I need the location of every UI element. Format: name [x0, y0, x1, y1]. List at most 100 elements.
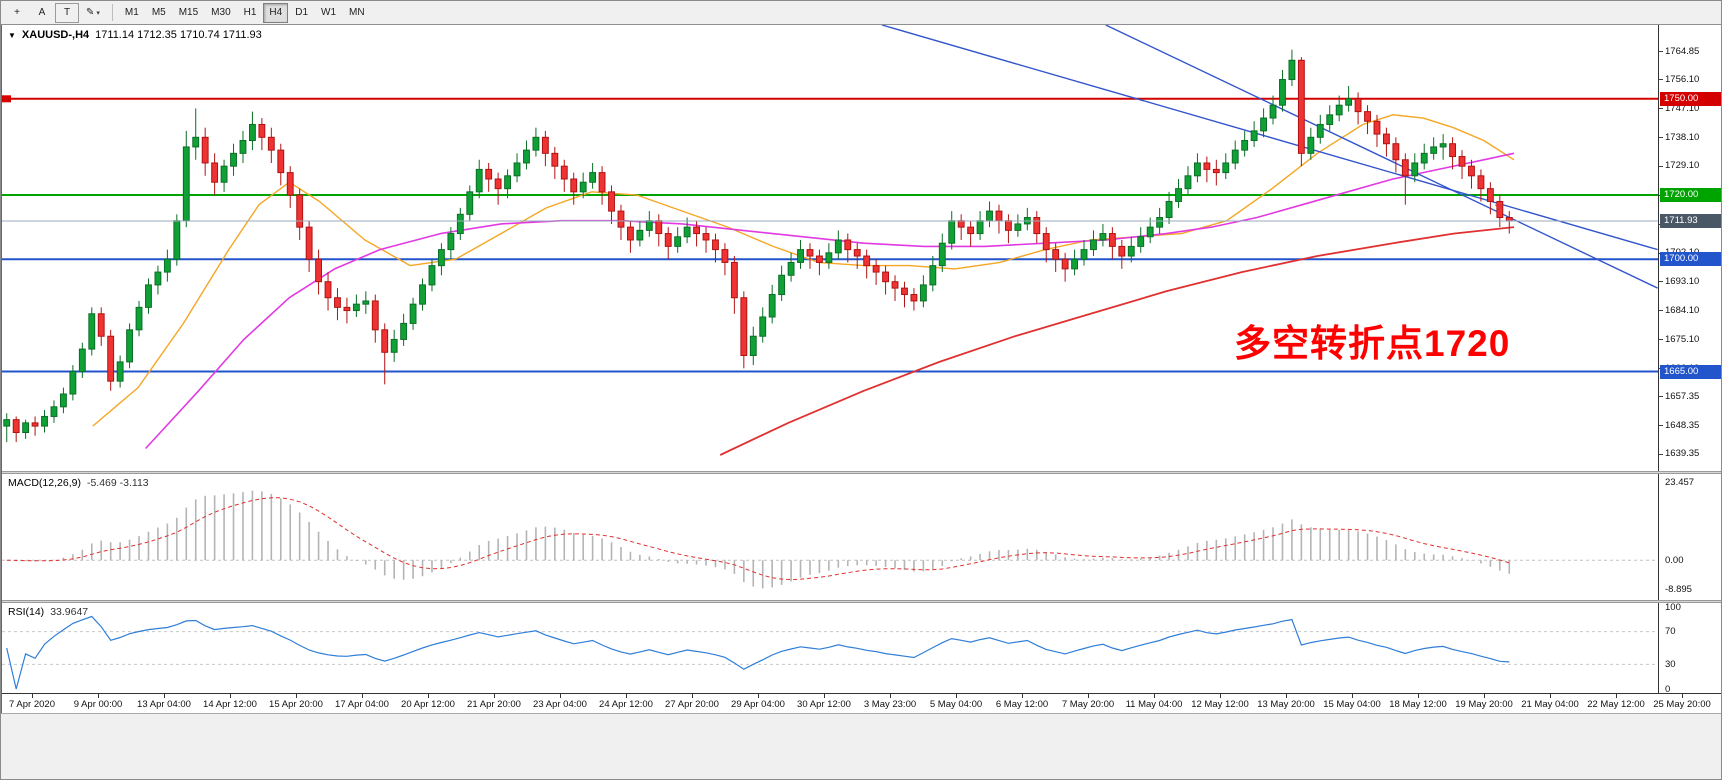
text-annotation-tool-button[interactable]: A [38, 7, 46, 18]
time-axis-label: 27 Apr 20:00 [665, 699, 719, 710]
price-chart-canvas[interactable] [2, 25, 1658, 471]
timeframe-button-mn[interactable]: MN [349, 7, 365, 18]
time-axis-label: 30 Apr 12:00 [797, 699, 851, 710]
panel-divider[interactable] [2, 600, 1721, 603]
macd-axis-label: 0.00 [1665, 554, 1684, 566]
time-axis-tick [1484, 694, 1485, 698]
time-axis-label: 21 May 04:00 [1521, 699, 1579, 710]
time-axis-label: 25 May 20:00 [1653, 699, 1711, 710]
time-axis-tick [494, 694, 495, 698]
rsi-value: 33.9647 [50, 606, 89, 618]
macd-canvas[interactable] [2, 474, 1658, 600]
time-axis-label: 24 Apr 12:00 [599, 699, 653, 710]
rsi-canvas[interactable] [2, 603, 1658, 693]
timeframe-button-w1[interactable]: W1 [321, 7, 337, 18]
time-axis-label: 19 May 20:00 [1455, 699, 1513, 710]
time-axis-tick [1550, 694, 1551, 698]
time-axis-tick [1682, 694, 1683, 698]
time-axis-tick [230, 694, 231, 698]
time-axis-label: 20 Apr 12:00 [401, 699, 455, 710]
price-axis-tick [1659, 453, 1663, 455]
time-axis-label: 3 May 23:00 [863, 699, 917, 710]
time-axis-label: 15 Apr 20:00 [269, 699, 323, 710]
timeframe-button-m15[interactable]: M15 [178, 7, 199, 18]
symbol-timeframe-label: XAUUSD-,H4 [21, 29, 90, 41]
time-axis-tick [1154, 694, 1155, 698]
price-axis-label: 1747.10 [1665, 102, 1700, 114]
price-axis-label: 1648.35 [1665, 419, 1700, 431]
current-price-label-box: 1711.93 [1660, 214, 1721, 228]
price-axis-label: 1756.10 [1665, 73, 1700, 85]
rsi-axis-label: 0 [1665, 683, 1671, 695]
timeframe-button-h4[interactable]: H4 [263, 2, 289, 23]
price-axis-tick [1659, 137, 1663, 138]
time-axis-tick [296, 694, 297, 698]
time-axis-tick [560, 694, 561, 698]
ohlc-values: 1711.14 1712.35 1710.74 1711.93 [95, 29, 262, 41]
time-axis[interactable]: 7 Apr 2020 9 Apr 00:00 13 Apr 04:00 14 Apr … [2, 693, 1721, 713]
price-level-label-box: 1720.00 [1660, 188, 1721, 203]
time-axis-tick [1286, 694, 1287, 698]
time-axis-label: 5 May 04:00 [929, 699, 983, 710]
time-axis-tick [1616, 694, 1617, 698]
price-axis-tick [1659, 79, 1663, 81]
price-axis-label: 1729.10 [1665, 160, 1700, 172]
macd-values: -5.469 -3.113 [86, 477, 149, 489]
chart-text-annotation[interactable]: 多空转折点1720 [1234, 323, 1511, 364]
time-axis-tick [1418, 694, 1419, 698]
text-tool-button[interactable]: T [55, 2, 79, 23]
time-axis-label: 13 Apr 04:00 [137, 699, 191, 710]
price-axis-label: 1675.10 [1665, 333, 1700, 345]
time-axis-label: 7 Apr 2020 [9, 699, 55, 710]
time-axis-tick [1220, 694, 1221, 698]
time-axis-tick [428, 694, 429, 698]
time-axis-label: 29 Apr 04:00 [731, 699, 785, 710]
timeframe-button-d1[interactable]: D1 [295, 7, 309, 18]
time-axis-tick [1022, 694, 1023, 698]
collapse-icon[interactable]: ▼ [8, 30, 16, 40]
crosshair-tool-button[interactable]: + [14, 7, 20, 18]
price-axis-tick [1659, 425, 1663, 426]
price-axis-label: 1657.35 [1665, 390, 1700, 402]
price-axis-tick [1659, 339, 1663, 341]
toolbar-separator [111, 4, 113, 21]
pencil-icon: ✎ [86, 7, 95, 18]
time-axis-label: 22 May 12:00 [1587, 699, 1645, 710]
timeframe-button-m5[interactable]: M5 [151, 7, 166, 18]
time-axis-tick [890, 694, 891, 698]
price-level-label-box: 1665.00 [1660, 364, 1721, 379]
rsi-axis-label: 30 [1665, 658, 1676, 670]
price-level-label-box: 1700.00 [1660, 252, 1721, 267]
rsi-label: RSI(14) 33.9647 [8, 606, 89, 618]
price-axis-tick [1659, 281, 1663, 283]
price-axis-tick [1659, 310, 1663, 312]
panel-divider[interactable] [2, 471, 1721, 474]
timeframe-button-h1[interactable]: H1 [243, 7, 257, 18]
chart-window[interactable]: ▼ XAUUSD-,H4 1711.14 1712.35 1710.74 171… [1, 25, 1721, 713]
time-axis-label: 7 May 20:00 [1061, 699, 1115, 710]
time-axis-label: 21 Apr 20:00 [467, 699, 521, 710]
price-axis-label: 1764.85 [1665, 45, 1700, 57]
rsi-axis-label: 70 [1665, 626, 1676, 638]
price-axis-label: 1684.10 [1665, 304, 1700, 316]
time-axis-tick [824, 694, 825, 698]
time-axis-tick [692, 694, 693, 698]
time-axis-tick [98, 694, 99, 698]
rsi-panel[interactable]: RSI(14) 33.9647 [2, 603, 1658, 693]
time-axis-label: 14 Apr 12:00 [203, 699, 257, 710]
rsi-axis-label: 100 [1665, 601, 1681, 613]
time-axis-label: 9 Apr 00:00 [73, 699, 123, 710]
time-axis-label: 23 Apr 04:00 [533, 699, 587, 710]
timeframe-button-m1[interactable]: M1 [124, 7, 139, 18]
draw-tool-button[interactable]: ✎ ▾ [80, 3, 106, 23]
macd-axis-label: 23.457 [1665, 476, 1695, 488]
macd-label: MACD(12,26,9) -5.469 -3.113 [8, 477, 149, 489]
price-axis[interactable]: 1764.85 1756.10 1747.10 1738.10 1729.10 1720.… [1658, 25, 1721, 695]
chart-title: ▼ XAUUSD-,H4 1711.14 1712.35 1710.74 171… [8, 29, 262, 41]
macd-panel[interactable]: MACD(12,26,9) -5.469 -3.113 [2, 474, 1658, 600]
time-axis-tick [164, 694, 165, 698]
time-axis-label: 15 May 04:00 [1323, 699, 1381, 710]
timeframe-button-m30[interactable]: M30 [211, 7, 231, 18]
price-chart-panel[interactable]: ▼ XAUUSD-,H4 1711.14 1712.35 1710.74 171… [2, 25, 1658, 471]
